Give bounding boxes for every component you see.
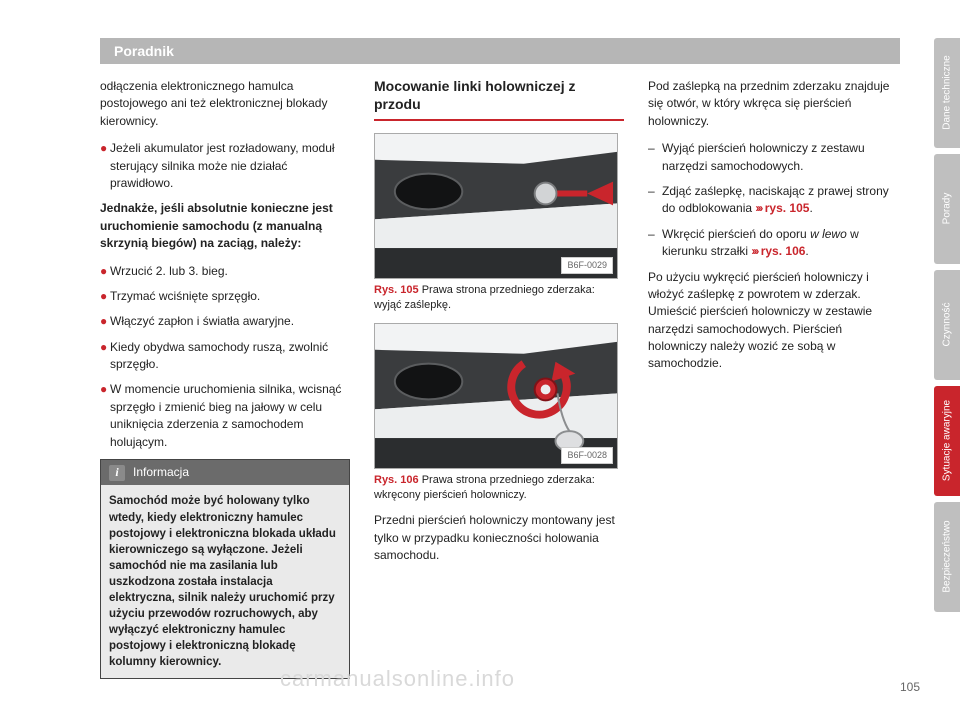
tab-bezpieczenstwo[interactable]: Bezpieczeństwo bbox=[934, 502, 960, 612]
figure-code: B6F-0028 bbox=[561, 447, 613, 464]
figure-106: B6F-0028 Rys. 106 Prawa strona przednieg… bbox=[374, 323, 618, 503]
tab-dane-techniczne[interactable]: Dane techniczne bbox=[934, 38, 960, 148]
paragraph: Pod zaślepką na przednim zderzaku znajdu… bbox=[648, 78, 898, 130]
paragraph: odłączenia elektronicznego hamulca posto… bbox=[100, 78, 350, 130]
bullet-item: ●Włączyć zapłon i światła awaryjne. bbox=[100, 313, 350, 330]
paragraph-bold: Jednakże, jeśli absolutnie konieczne jes… bbox=[100, 200, 350, 252]
section-title: Poradnik bbox=[114, 43, 174, 59]
info-header: i Informacja bbox=[101, 460, 349, 485]
tab-porady[interactable]: Porady bbox=[934, 154, 960, 264]
figure-image: B6F-0028 bbox=[374, 323, 618, 469]
bullet-item: ●W momencie uruchomienia silnika, wcisną… bbox=[100, 381, 350, 451]
info-body: Samochód może być holowany tylko wtedy, … bbox=[101, 485, 349, 678]
figure-caption: Rys. 106 Prawa strona przedniego zderzak… bbox=[374, 473, 618, 503]
tab-sytuacje-awaryjne[interactable]: Sytuacje awaryjne bbox=[934, 386, 960, 496]
figure-105: B6F-0029 Rys. 105 Prawa strona przednieg… bbox=[374, 133, 618, 313]
content-columns: odłączenia elektronicznego hamulca posto… bbox=[100, 78, 900, 658]
dash-item: – Zdjąć zaślepkę, naciskając z prawej st… bbox=[648, 183, 898, 218]
page-number: 105 bbox=[900, 680, 920, 694]
info-icon: i bbox=[109, 465, 125, 481]
bullet-text: Trzymać wciśnięte sprzęgło. bbox=[110, 288, 260, 305]
dash-text: Wyjąć pierścień holowniczy z zestawu nar… bbox=[662, 140, 898, 175]
dash-text: Wkręcić pierścień do oporu w lewo w kier… bbox=[662, 226, 898, 261]
tab-label: Dane techniczne bbox=[942, 38, 953, 148]
dash: – bbox=[648, 226, 662, 261]
bullet-item: ●Jeżeli akumulator jest rozładowany, mod… bbox=[100, 140, 350, 192]
ref-link: ››› rys. 105 bbox=[755, 201, 809, 215]
figure-caption: Rys. 105 Prawa strona przedniego zderzak… bbox=[374, 283, 618, 313]
tab-label: Bezpieczeństwo bbox=[942, 502, 953, 612]
side-tabs: Dane techniczne Porady Czynność Sytuacje… bbox=[934, 38, 960, 612]
column-2: Mocowanie linki holowniczej z przodu bbox=[374, 78, 624, 658]
ref-link: ››› rys. 106 bbox=[751, 244, 805, 258]
bullet-item: ●Wrzucić 2. lub 3. bieg. bbox=[100, 263, 350, 280]
bullet-dot: ● bbox=[100, 140, 110, 192]
info-box: i Informacja Samochód może być holowany … bbox=[100, 459, 350, 679]
page: Dane techniczne Porady Czynność Sytuacje… bbox=[0, 0, 960, 708]
bullet-text: Wrzucić 2. lub 3. bieg. bbox=[110, 263, 228, 280]
column-3: Pod zaślepką na przednim zderzaku znajdu… bbox=[648, 78, 898, 658]
dash: – bbox=[648, 140, 662, 175]
tab-czynnosc[interactable]: Czynność bbox=[934, 270, 960, 380]
figure-image: B6F-0029 bbox=[374, 133, 618, 279]
tab-label: Porady bbox=[942, 154, 953, 264]
dash-text: Zdjąć zaślepkę, naciskając z prawej stro… bbox=[662, 183, 898, 218]
bullet-text: Włączyć zapłon i światła awaryjne. bbox=[110, 313, 294, 330]
bullet-dot: ● bbox=[100, 381, 110, 451]
bullet-dot: ● bbox=[100, 313, 110, 330]
tab-label: Czynność bbox=[942, 270, 953, 380]
paragraph: Przedni pierścień holowniczy montowany j… bbox=[374, 512, 624, 564]
bullet-dot: ● bbox=[100, 263, 110, 280]
watermark: carmanualsonline.info bbox=[280, 666, 515, 692]
bullet-text: Kiedy obydwa samochody ruszą, zwolnić sp… bbox=[110, 339, 350, 374]
column-1: odłączenia elektronicznego hamulca posto… bbox=[100, 78, 350, 658]
figure-label: Rys. 106 bbox=[374, 474, 419, 486]
dash-item: – Wyjąć pierścień holowniczy z zestawu n… bbox=[648, 140, 898, 175]
figure-code: B6F-0029 bbox=[561, 257, 613, 274]
figure-label: Rys. 105 bbox=[374, 284, 419, 296]
dash-item: – Wkręcić pierścień do oporu w lewo w ki… bbox=[648, 226, 898, 261]
bullet-dot: ● bbox=[100, 288, 110, 305]
info-title: Informacja bbox=[133, 464, 189, 481]
bullet-text: Jeżeli akumulator jest rozładowany, modu… bbox=[110, 140, 350, 192]
section-header: Poradnik bbox=[100, 38, 900, 64]
bullet-text: W momencie uruchomienia silnika, wcisnąć… bbox=[110, 381, 350, 451]
dash: – bbox=[648, 183, 662, 218]
paragraph: Po użyciu wykręcić pierścień holowniczy … bbox=[648, 269, 898, 373]
subheading: Mocowanie linki holowniczej z przodu bbox=[374, 78, 624, 121]
bullet-item: ●Trzymać wciśnięte sprzęgło. bbox=[100, 288, 350, 305]
tab-label: Sytuacje awaryjne bbox=[942, 386, 953, 496]
bullet-item: ●Kiedy obydwa samochody ruszą, zwolnić s… bbox=[100, 339, 350, 374]
bullet-dot: ● bbox=[100, 339, 110, 374]
